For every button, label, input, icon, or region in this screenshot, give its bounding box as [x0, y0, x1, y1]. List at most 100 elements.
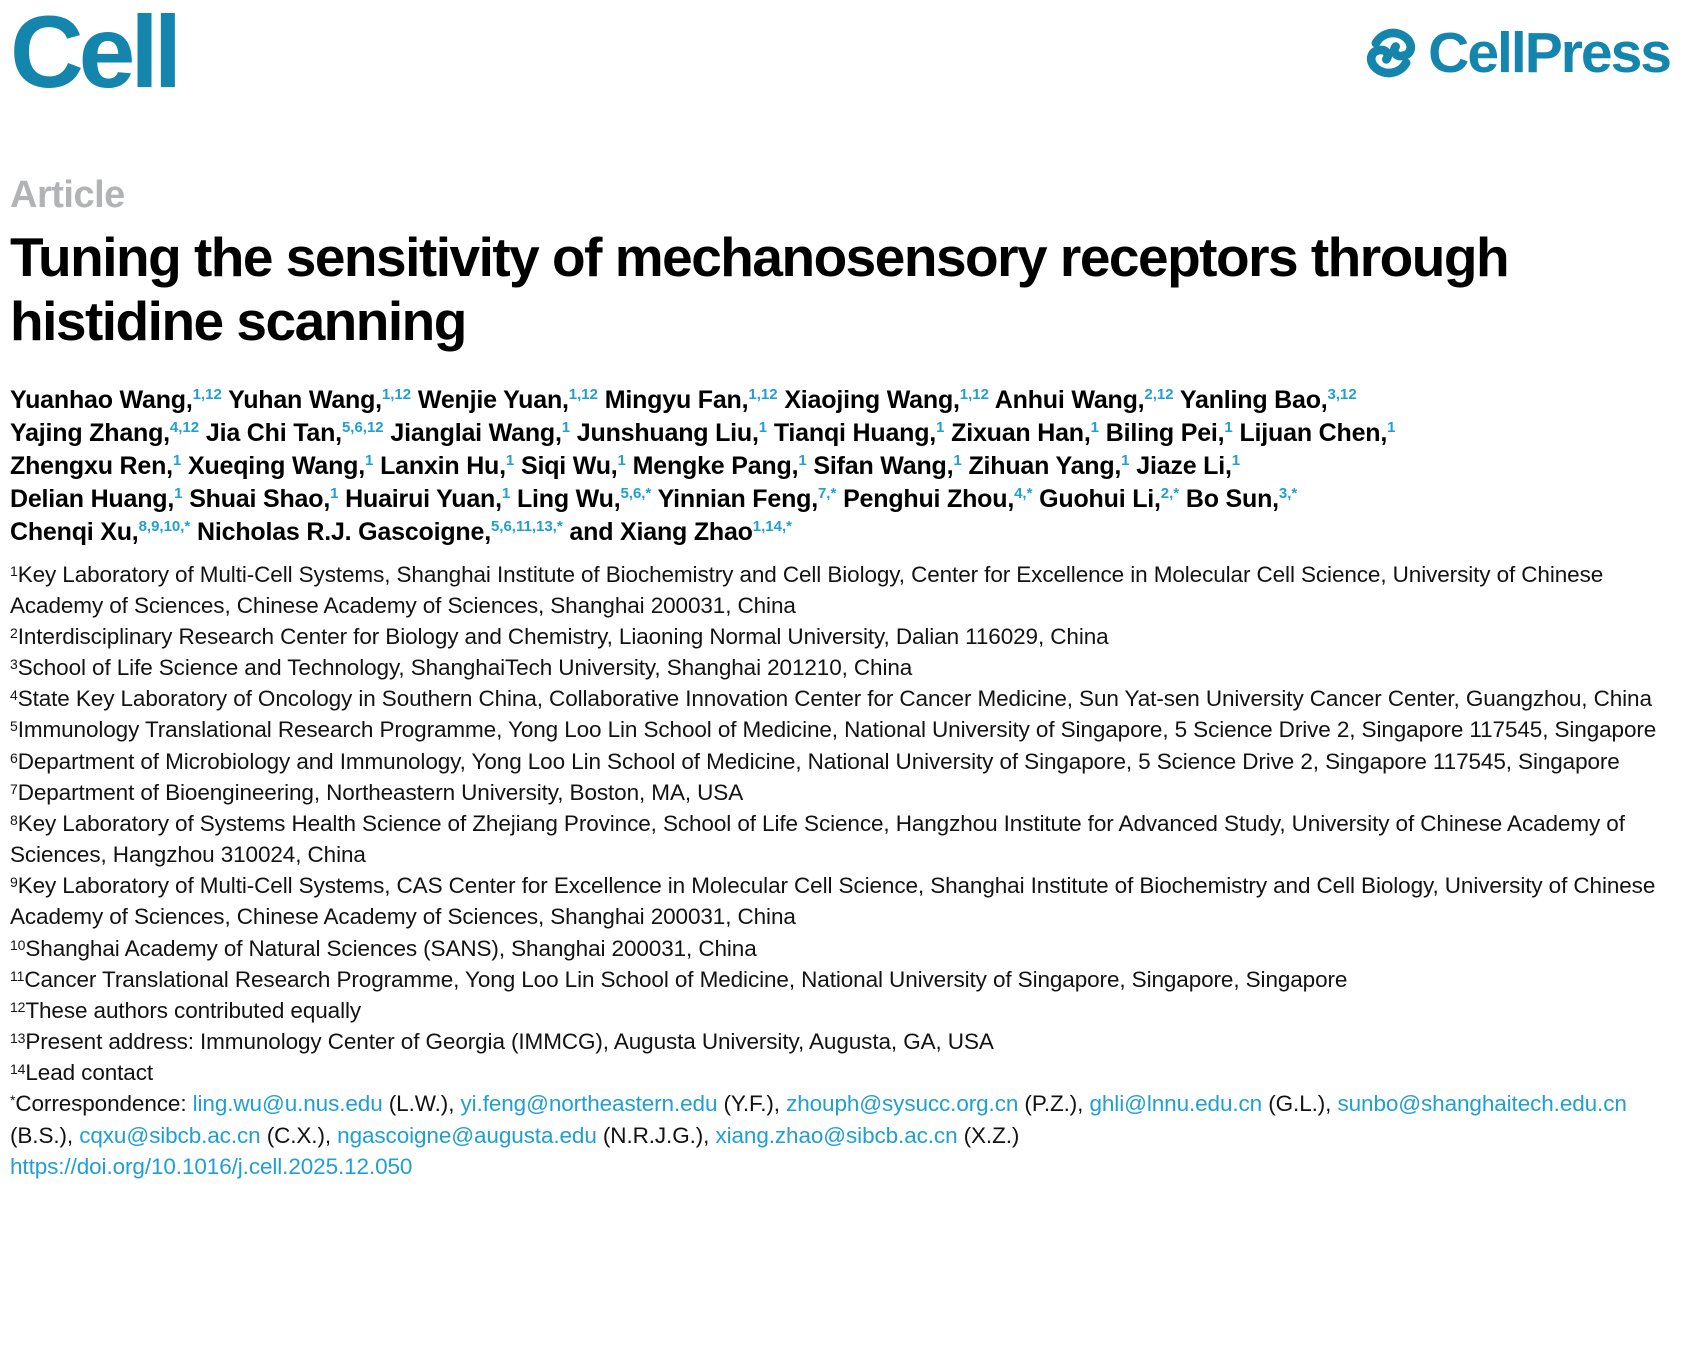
- author-affiliation-superscript: 1: [365, 451, 374, 469]
- author-name: Penghui Zhou,: [843, 484, 1015, 513]
- affiliation-number: 9: [10, 874, 18, 891]
- affiliation-number: 4: [10, 687, 18, 704]
- affiliation-text: Cancer Translational Research Programme,…: [24, 966, 1348, 992]
- article-header: Article Tuning the sensitivity of mechan…: [10, 174, 1674, 1182]
- affiliation-text: Immunology Translational Research Progra…: [17, 717, 1657, 743]
- author-name: Zihuan Yang,: [968, 451, 1122, 480]
- author-affiliation-superscript: 1: [1224, 418, 1233, 436]
- author-name: Jianglai Wang,: [390, 418, 562, 447]
- correspondence-email-link[interactable]: ghli@lnnu.edu.cn: [1089, 1091, 1263, 1117]
- author-name: Anhui Wang,: [994, 385, 1145, 414]
- author-affiliation-superscript: 1,12: [748, 385, 778, 403]
- author-affiliation-superscript: 2,12: [1144, 385, 1174, 403]
- affiliation-list: 1Key Laboratory of Multi-Cell Systems, S…: [10, 559, 1674, 1089]
- author-name: Ling Wu,: [516, 484, 621, 513]
- affiliation-item: 4State Key Laboratory of Oncology in Sou…: [10, 683, 1674, 714]
- affiliation-number: 12: [10, 998, 26, 1015]
- correspondence-email-link[interactable]: xiang.zhao@sibcb.ac.cn: [715, 1122, 958, 1148]
- doi-link[interactable]: https://doi.org/10.1016/j.cell.2025.12.0…: [10, 1153, 413, 1179]
- article-title-page: Cell CellPress Article Tuning the sensit…: [10, 0, 1674, 1182]
- affiliation-number: 10: [10, 936, 26, 953]
- author-name: Tianqi Huang,: [773, 418, 937, 447]
- correspondence-email-link[interactable]: ngascoigne@augusta.edu: [337, 1122, 597, 1148]
- correspondence-email-link[interactable]: ling.wu@u.nus.edu: [192, 1091, 383, 1117]
- author-affiliation-superscript: 1: [1090, 418, 1099, 436]
- author-affiliation-superscript: 1,12: [568, 385, 598, 403]
- correspondence-email-link[interactable]: sunbo@shanghaitech.edu.cn: [1337, 1091, 1627, 1117]
- author-affiliation-superscript: 8,9,10,*: [138, 517, 191, 535]
- affiliation-text: Key Laboratory of Multi-Cell Systems, CA…: [10, 873, 1656, 930]
- author-affiliation-superscript: 5,6,11,13,*: [490, 517, 563, 535]
- correspondence-asterisk: *: [10, 1092, 16, 1109]
- author-name: Mingyu Fan,: [604, 385, 749, 414]
- affiliation-number: 6: [10, 749, 18, 766]
- author-affiliation-superscript: 1: [174, 484, 183, 502]
- author-affiliation-superscript: 1,12: [959, 385, 989, 403]
- author-name: Jia Chi Tan,: [205, 418, 342, 447]
- affiliation-item: 5Immunology Translational Research Progr…: [10, 714, 1674, 745]
- author-name: Junshuang Liu,: [576, 418, 759, 447]
- affiliation-number: 5: [10, 718, 18, 735]
- author-name: Jiaze Li,: [1136, 451, 1232, 480]
- correspondence-email-link[interactable]: yi.feng@northeastern.edu: [460, 1091, 718, 1117]
- cell-journal-logo: Cell: [10, 0, 182, 109]
- author-name: Shuai Shao,: [189, 484, 331, 513]
- author-name: Guohui Li,: [1039, 484, 1161, 513]
- author-affiliation-superscript: 1: [172, 451, 182, 469]
- affiliation-item: 9Key Laboratory of Multi-Cell Systems, C…: [10, 870, 1674, 932]
- author-name: Yuanhao Wang,: [10, 385, 193, 414]
- author-affiliation-superscript: 1: [1231, 451, 1241, 469]
- correspondence-email-link[interactable]: zhouph@sysucc.org.cn: [786, 1091, 1019, 1117]
- affiliation-number: 11: [10, 967, 25, 984]
- author-affiliation-superscript: 1: [1121, 451, 1130, 469]
- author-name: Yajing Zhang,: [10, 418, 170, 447]
- author-name: Nicholas R.J. Gascoigne,: [197, 517, 491, 546]
- affiliation-number: 2: [10, 625, 18, 641]
- affiliation-text: Lead contact: [25, 1060, 154, 1086]
- affiliation-text: Present address: Immunology Center of Ge…: [25, 1029, 994, 1055]
- author-name: Zhengxu Ren,: [10, 451, 173, 480]
- author-name: Yuhan Wang,: [228, 385, 382, 414]
- author-name: Zixuan Han,: [951, 418, 1091, 447]
- author-affiliation-superscript: 1,12: [381, 385, 412, 403]
- affiliation-item: 13Present address: Immunology Center of …: [10, 1026, 1674, 1057]
- affiliation-item: 12These authors contributed equally: [10, 995, 1674, 1026]
- affiliation-item: 6Department of Microbiology and Immunolo…: [10, 746, 1674, 777]
- page-title: Tuning the sensitivity of mechanosensory…: [10, 226, 1510, 353]
- cellpress-wordmark: CellPress: [1428, 21, 1672, 85]
- author-name: Siqi Wu,: [520, 451, 618, 480]
- author-affiliation-superscript: 1: [617, 451, 626, 469]
- correspondence-line: *Correspondence: ling.wu@u.nus.edu (L.W.…: [10, 1091, 1627, 1148]
- author-affiliation-superscript: 1: [758, 418, 768, 436]
- affiliation-item: 3School of Life Science and Technology, …: [10, 652, 1674, 683]
- article-type-label: Article: [10, 174, 125, 216]
- author-affiliation-superscript: 1: [501, 484, 511, 502]
- author-affiliation-superscript: 1: [936, 418, 945, 436]
- author-affiliation-superscript: 4,12: [169, 418, 200, 436]
- affiliation-number: 1: [10, 562, 18, 579]
- affiliation-item: 2Interdisciplinary Research Center for B…: [10, 621, 1674, 652]
- author-affiliation-superscript: 1: [798, 451, 807, 469]
- author-affiliation-superscript: 3,*: [1278, 484, 1298, 502]
- author-name: Yanling Bao,: [1179, 385, 1328, 414]
- affiliation-number: 14: [10, 1061, 26, 1078]
- author-name: Biling Pei,: [1105, 418, 1225, 447]
- author-affiliation-superscript: 1,12: [192, 385, 222, 403]
- affiliation-item: 11Cancer Translational Research Programm…: [10, 964, 1674, 995]
- affiliation-item: 7Department of Bioengineering, Northeast…: [10, 777, 1674, 808]
- affiliation-number: 7: [10, 780, 18, 797]
- author-name: Xueqing Wang,: [187, 451, 365, 480]
- author-name: Sifan Wang,: [813, 451, 954, 480]
- affiliation-text: Key Laboratory of Systems Health Science…: [10, 810, 1625, 868]
- affiliation-text: Department of Microbiology and Immunolog…: [17, 748, 1620, 774]
- author-name: and Xiang Zhao: [569, 517, 753, 546]
- cellpress-swirl-icon: [1367, 28, 1416, 78]
- author-name: Mengke Pang,: [632, 451, 799, 480]
- author-affiliation-superscript: 1: [505, 451, 515, 469]
- author-affiliation-superscript: 1: [953, 451, 962, 469]
- author-affiliation-superscript: 7,*: [817, 484, 837, 502]
- affiliation-text: Shanghai Academy of Natural Sciences (SA…: [25, 935, 757, 961]
- correspondence-email-link[interactable]: cqxu@sibcb.ac.cn: [79, 1122, 261, 1148]
- affiliation-item: 10Shanghai Academy of Natural Sciences (…: [10, 933, 1674, 964]
- author-affiliation-superscript: 3,12: [1327, 385, 1357, 403]
